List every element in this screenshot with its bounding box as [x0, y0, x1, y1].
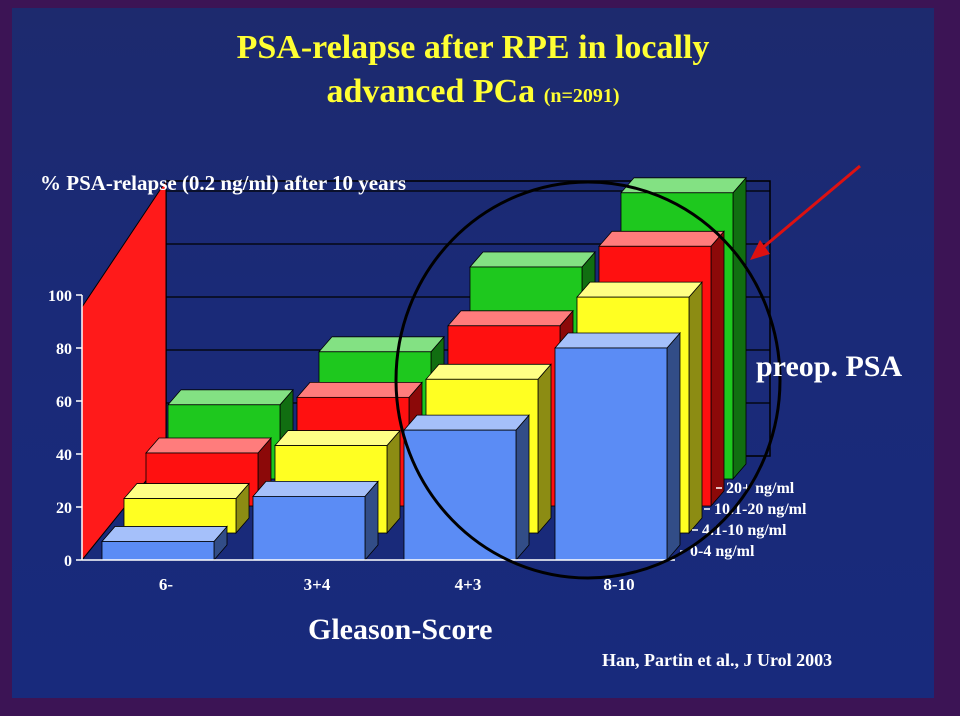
y-axis-label: % PSA-relapse (0.2 ng/ml) after 10 years — [40, 171, 407, 195]
annotation-arrowhead — [750, 240, 770, 260]
legend-label-4-1-10-ng-ml: 4.1-10 ng/ml — [702, 522, 787, 539]
bar-4-1-10-ng-ml-43-side — [537, 363, 552, 535]
bar-0-4-ng-ml-43-side — [515, 414, 530, 562]
slide-title-text: advanced PCa — [326, 73, 536, 110]
bar-4-1-10-ng-ml-34-side — [386, 429, 401, 535]
annotation-circle — [394, 180, 782, 580]
bar-0-4-ng-ml-810-side — [666, 331, 681, 562]
slide-title-line1: PSA-relapse after RPE in locally — [236, 29, 710, 66]
psa-relapse-chart: 0 20 40 60 80 100 6- 3+4 4+3 8-10 0-4 ng/ml 4.1-10 … — [48, 164, 861, 594]
bar-10-1-20-ng-ml-34-top — [296, 381, 423, 398]
bar-4-1-10-ng-ml-810-top — [576, 281, 703, 298]
source-citation: Han, Partin et al., J Urol 2003 — [602, 650, 833, 670]
legend-label-20-ng-ml: 20+ ng/ml — [726, 480, 795, 497]
sample-size: (n=2091) — [543, 85, 620, 107]
bar-10-1-20-ng-ml-6-top — [145, 437, 272, 454]
y-tick-label-20: 20 — [56, 500, 72, 517]
x-axis-label: Gleason-Score — [308, 613, 493, 646]
legend-label-0-4-ng-ml: 0-4 ng/ml — [690, 543, 755, 560]
bar-0-4-ng-ml-6 — [101, 541, 215, 561]
bar-20-ng-ml-34-top — [318, 336, 445, 353]
bar-20-ng-ml-43-top — [469, 251, 596, 268]
bar-0-4-ng-ml-810-top — [554, 332, 681, 349]
y-tick-label-40: 40 — [56, 447, 72, 464]
bar-4-1-10-ng-ml-6-top — [123, 483, 250, 499]
bar-0-4-ng-ml-34-top — [252, 480, 379, 497]
bar-10-1-20-ng-ml-810-top — [598, 230, 725, 247]
y-tick-label-60: 60 — [56, 394, 72, 411]
y-tick-label-100: 100 — [48, 288, 72, 305]
bar-4-1-10-ng-ml-34-top — [274, 430, 401, 446]
bar-4-1-10-ng-ml-810-side — [688, 281, 703, 535]
x-tick-label-43: 4+3 — [455, 575, 482, 594]
bar-4-1-10-ng-ml-43-top — [425, 363, 552, 380]
bar-0-4-ng-ml-810 — [554, 347, 668, 561]
bar-0-4-ng-ml-6-top — [101, 526, 228, 542]
bar-20-ng-ml-6-top — [167, 389, 294, 406]
bar-10-1-20-ng-ml-810-side — [710, 230, 725, 508]
bar-0-4-ng-ml-43 — [403, 429, 517, 561]
y-tick-label-0: 0 — [64, 553, 72, 570]
x-tick-label-34: 3+4 — [304, 575, 331, 594]
x-tick-label-810: 8-10 — [603, 575, 634, 594]
bar-20-ng-ml-810-side — [732, 176, 747, 481]
slide: PSA-relapse after RPE in locally advance… — [12, 8, 934, 698]
bar-10-1-20-ng-ml-43-top — [447, 310, 574, 327]
annotation-arrow — [759, 164, 861, 252]
bar-0-4-ng-ml-43-top — [403, 414, 530, 431]
y-tick-label-80: 80 — [56, 341, 72, 358]
bar-0-4-ng-ml-34 — [252, 495, 366, 561]
slide-title-line2: advanced PCa (n=2091) — [12, 72, 934, 116]
x-tick-label-6: 6- — [159, 575, 174, 594]
legend-title: preop. PSA — [756, 350, 903, 383]
